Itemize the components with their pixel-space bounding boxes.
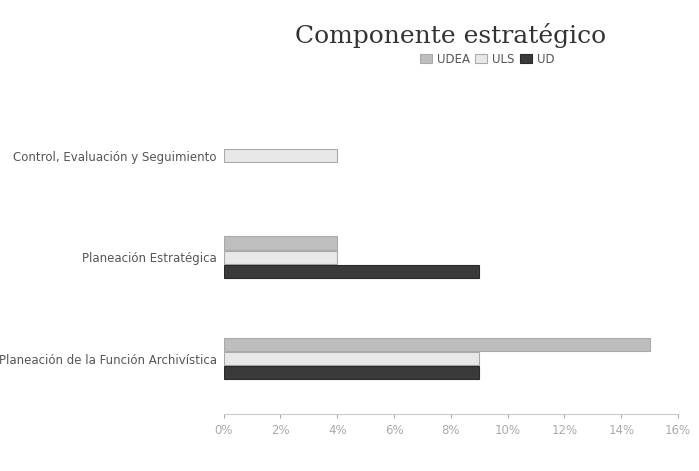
Bar: [224, 265, 480, 278]
Bar: [224, 251, 337, 264]
Legend: UDEA, ULS, UD: UDEA, ULS, UD: [415, 48, 559, 70]
Bar: [224, 366, 480, 380]
Bar: [224, 236, 337, 250]
Title: Componente estratégico: Componente estratégico: [295, 23, 607, 48]
Bar: [224, 352, 480, 365]
Bar: [224, 338, 649, 351]
Bar: [224, 149, 337, 162]
